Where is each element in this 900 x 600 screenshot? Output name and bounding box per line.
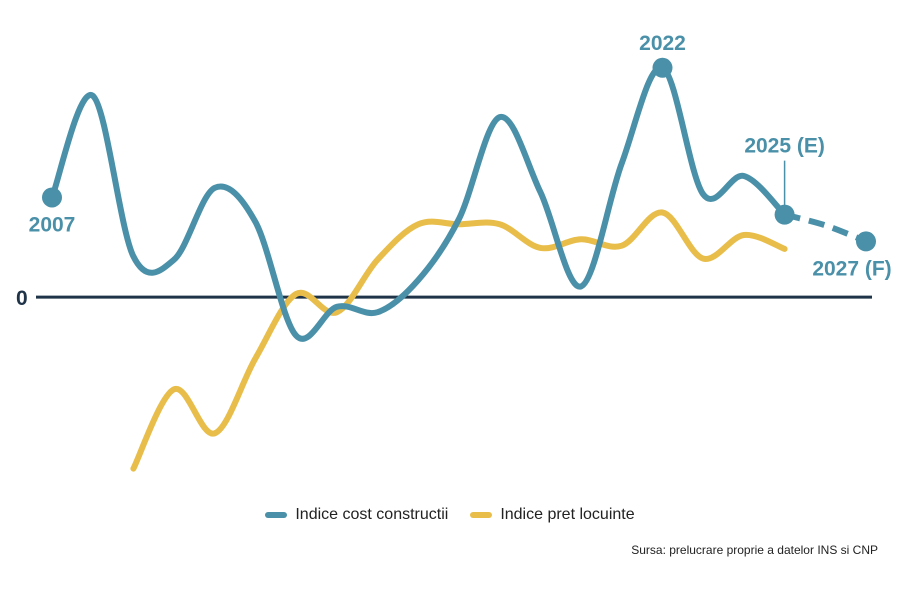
- series-line-forecast: [783, 211, 868, 245]
- legend-item-cost: Indice cost constructii: [265, 506, 448, 524]
- legend-label-cost: Indice cost constructii: [295, 506, 449, 523]
- annotation-label-2022: 2022: [639, 32, 686, 55]
- zero-tick-label: 0: [16, 287, 28, 310]
- point-marker-2022: [652, 57, 673, 78]
- point-marker-2027: [856, 231, 876, 252]
- annotation-label-2027: 2027 (F): [812, 257, 891, 280]
- legend-label-price: Indice pret locuinte: [500, 506, 635, 523]
- point-marker-2025: [774, 204, 795, 225]
- source-note: Sursa: prelucrare proprie a datelor INS …: [631, 543, 878, 557]
- legend-swatch-price: [470, 512, 493, 518]
- legend-item-price: Indice pret locuinte: [470, 506, 635, 524]
- legend-swatch-cost: [265, 512, 288, 518]
- annotation-label-2007: 2007: [29, 213, 76, 236]
- point-marker-2007: [42, 187, 62, 208]
- legend: Indice cost constructii Indice pret locu…: [0, 506, 900, 524]
- series-line-pret-locuinte: [130, 209, 788, 472]
- annotation-label-2025: 2025 (E): [744, 135, 825, 158]
